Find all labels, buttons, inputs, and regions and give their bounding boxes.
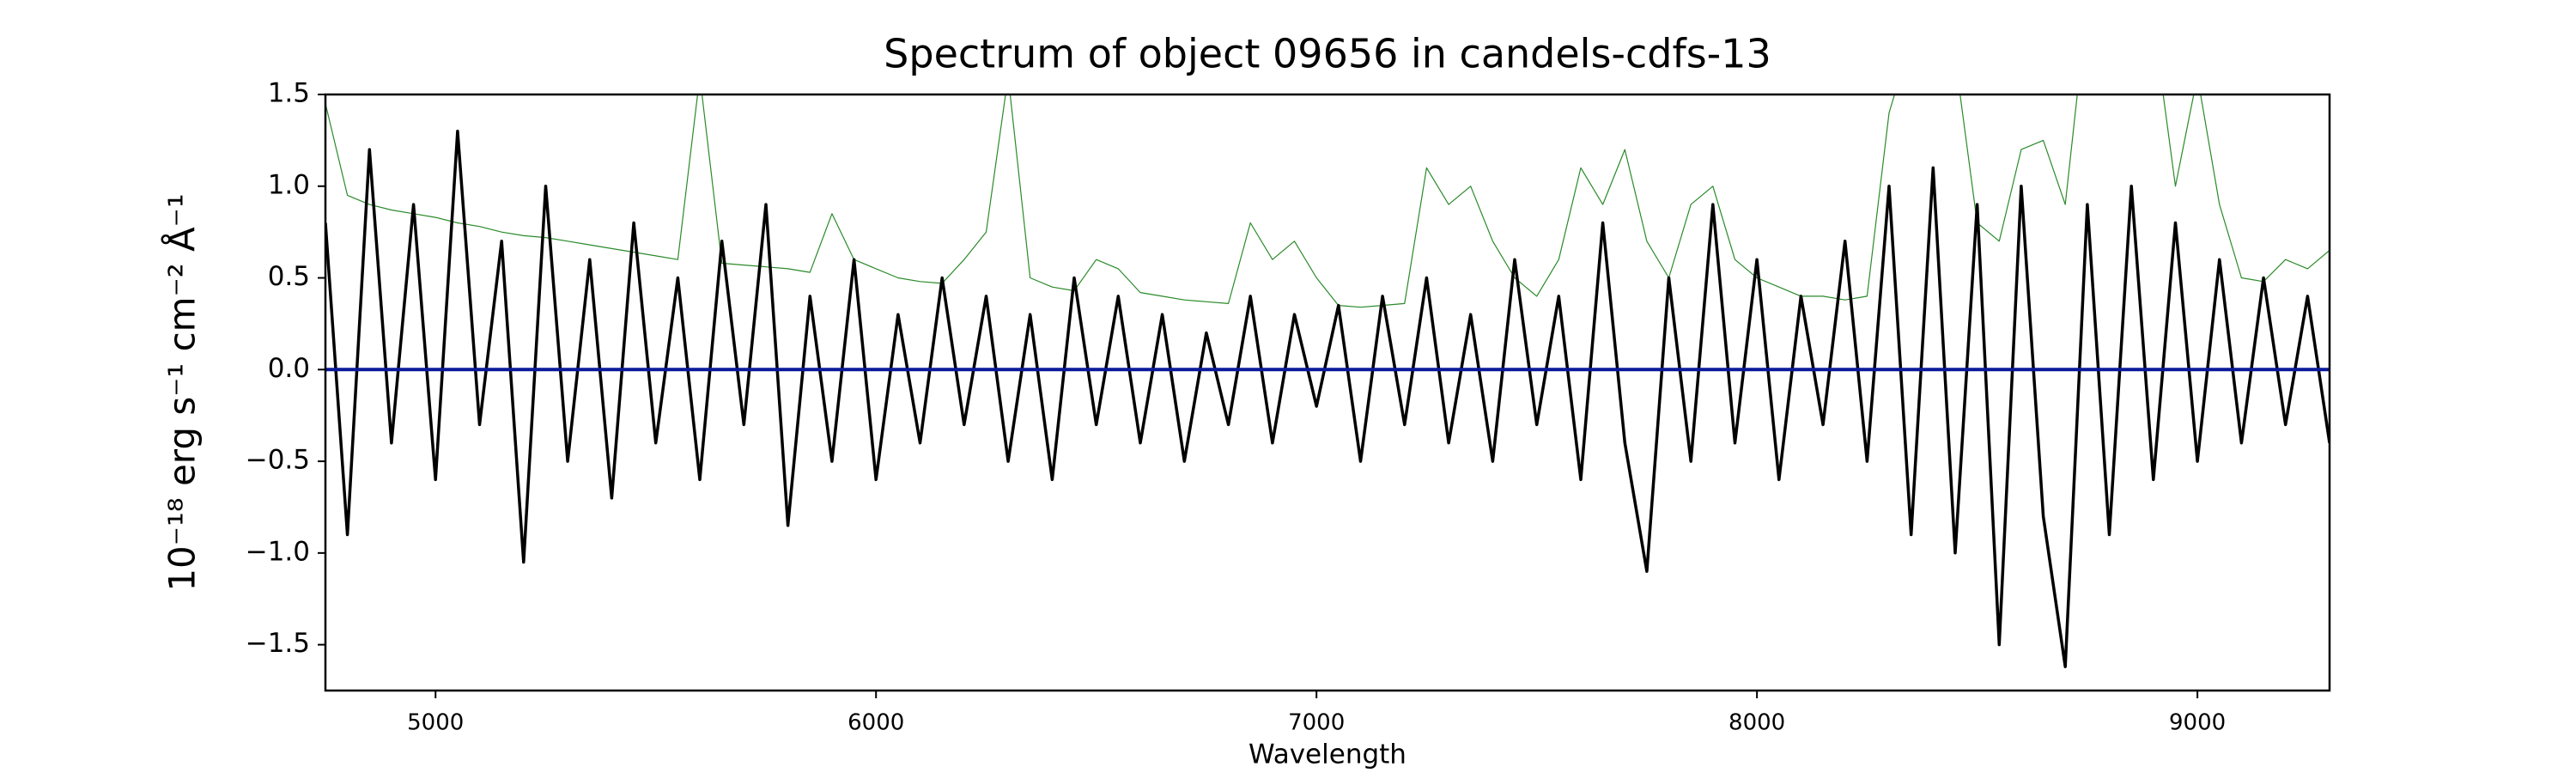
x-axis-label: Wavelength xyxy=(1249,740,1406,770)
plot-frame xyxy=(324,93,2331,692)
y-tick-label: −1.0 xyxy=(246,536,310,567)
plot-area xyxy=(325,94,2330,668)
chart-title: Spectrum of object 09656 in candels-cdfs… xyxy=(884,31,1771,77)
y-tick-label: 0.5 xyxy=(268,261,310,292)
y-tick-label: 1.0 xyxy=(268,169,310,200)
x-tick-label: 7000 xyxy=(1288,710,1345,736)
y-tick-label: −0.5 xyxy=(246,445,310,476)
x-tick-label: 9000 xyxy=(2169,710,2226,736)
y-tick-label: 0.0 xyxy=(268,353,310,384)
x-tick-label: 6000 xyxy=(848,710,904,736)
x-tick-label: 5000 xyxy=(407,710,464,736)
y-tick-label: 1.5 xyxy=(268,78,310,109)
y-axis-label: 10⁻¹⁸ erg s⁻¹ cm⁻² Å⁻¹ xyxy=(161,193,204,591)
x-tick-label: 8000 xyxy=(1728,710,1785,736)
spectrum-line xyxy=(325,94,2330,308)
y-tick-label: −1.5 xyxy=(246,628,310,659)
spectrum-line xyxy=(325,129,2330,668)
